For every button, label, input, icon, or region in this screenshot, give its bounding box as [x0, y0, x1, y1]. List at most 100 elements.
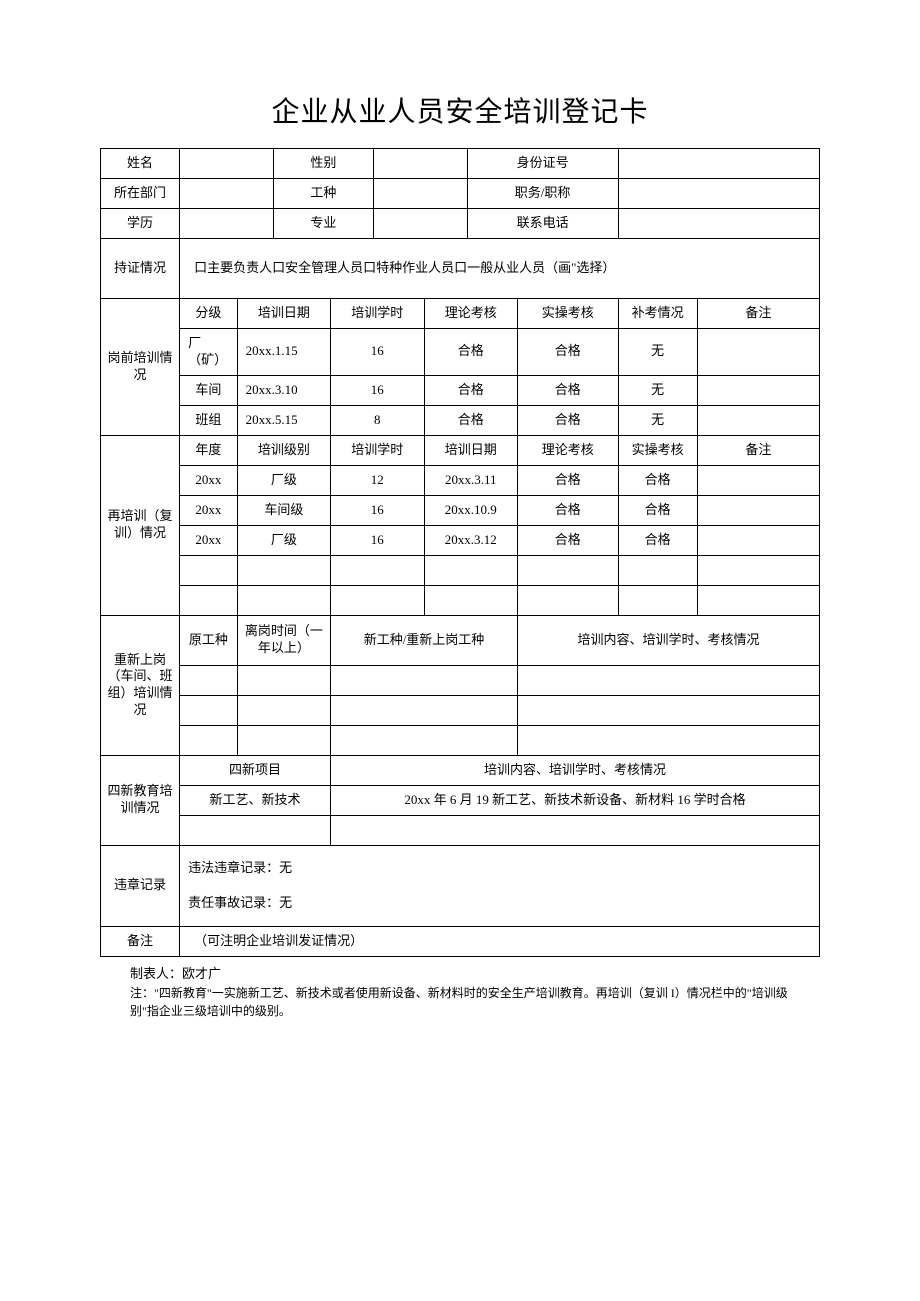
major-label: 专业 — [273, 209, 374, 239]
retrain-2-year: 20xx — [180, 495, 238, 525]
prejob-2-date: 20xx.3.10 — [237, 375, 330, 405]
phone-label: 联系电话 — [467, 209, 618, 239]
prejob-3-retest: 无 — [618, 405, 697, 435]
preparer-line: 制表人：欧才广 — [100, 963, 820, 982]
fournew-1-project: 新工艺、新技术 — [180, 785, 331, 815]
name-label: 姓名 — [101, 149, 180, 179]
prejob-2-practice: 合格 — [517, 375, 618, 405]
position-value — [618, 179, 819, 209]
repost-header: 重新上岗（车间、班组）培训情况 原工种 离岗时间（一年以上） 新工种/重新上岗工… — [101, 615, 820, 665]
basic-row-3: 学历 专业 联系电话 — [101, 209, 820, 239]
retrain-1-practice: 合格 — [618, 465, 697, 495]
prejob-1-level: 厂（矿） — [180, 329, 238, 376]
gender-label: 性别 — [273, 149, 374, 179]
fournew-h-content: 培训内容、培训学时、考核情况 — [331, 755, 820, 785]
retrain-h-remark: 备注 — [697, 435, 819, 465]
remark-label: 备注 — [101, 926, 180, 956]
repost-h-content: 培训内容、培训学时、考核情况 — [517, 615, 819, 665]
retrain-h-hours: 培训学时 — [331, 435, 424, 465]
prejob-h-hours: 培训学时 — [331, 299, 424, 329]
retrain-h-theory: 理论考核 — [517, 435, 618, 465]
prejob-label: 岗前培训情况 — [101, 299, 180, 436]
prejob-h-theory: 理论考核 — [424, 299, 517, 329]
id-value — [618, 149, 819, 179]
prejob-header: 岗前培训情况 分级 培训日期 培训学时 理论考核 实操考核 补考情况 备注 — [101, 299, 820, 329]
retrain-2-practice: 合格 — [618, 495, 697, 525]
retrain-2-hours: 16 — [331, 495, 424, 525]
position-label: 职务/职称 — [467, 179, 618, 209]
remark-text: （可注明企业培训发证情况） — [180, 926, 820, 956]
retrain-row-5 — [101, 585, 820, 615]
prejob-3-remark — [697, 405, 819, 435]
fournew-header: 四新教育培训情况 四新项目 培训内容、培训学时、考核情况 — [101, 755, 820, 785]
education-label: 学历 — [101, 209, 180, 239]
prejob-h-date: 培训日期 — [237, 299, 330, 329]
retrain-row-1: 20xx 厂级 12 20xx.3.11 合格 合格 — [101, 465, 820, 495]
prejob-h-level: 分级 — [180, 299, 238, 329]
retrain-3-date: 20xx.3.12 — [424, 525, 517, 555]
prejob-row-1: 厂（矿） 20xx.1.15 16 合格 合格 无 — [101, 329, 820, 376]
prejob-3-theory: 合格 — [424, 405, 517, 435]
fournew-label: 四新教育培训情况 — [101, 755, 180, 845]
retrain-label: 再培训（复训）情况 — [101, 435, 180, 615]
prejob-h-practice: 实操考核 — [517, 299, 618, 329]
prejob-3-level: 班组 — [180, 405, 238, 435]
dept-label: 所在部门 — [101, 179, 180, 209]
prejob-3-hours: 8 — [331, 405, 424, 435]
retrain-2-remark — [697, 495, 819, 525]
prejob-h-remark: 备注 — [697, 299, 819, 329]
cert-row: 持证情况 口主要负责人口安全管理人员口特种作业人员口一般从业人员（画"选择） — [101, 239, 820, 299]
retrain-1-theory: 合格 — [517, 465, 618, 495]
violation-label: 违章记录 — [101, 845, 180, 926]
remark-row: 备注 （可注明企业培训发证情况） — [101, 926, 820, 956]
fournew-1-content: 20xx 年 6 月 19 新工艺、新技术新设备、新材料 16 学时合格 — [331, 785, 820, 815]
phone-value — [618, 209, 819, 239]
retrain-3-remark — [697, 525, 819, 555]
cert-label: 持证情况 — [101, 239, 180, 299]
prejob-row-2: 车间 20xx.3.10 16 合格 合格 无 — [101, 375, 820, 405]
retrain-1-hours: 12 — [331, 465, 424, 495]
violation-line1: 违法违章记录：无 — [188, 860, 811, 877]
prejob-h-retest: 补考情况 — [618, 299, 697, 329]
retrain-2-level: 车间级 — [237, 495, 330, 525]
prejob-2-level: 车间 — [180, 375, 238, 405]
retrain-3-level: 厂级 — [237, 525, 330, 555]
fournew-row-2 — [101, 815, 820, 845]
prejob-1-date: 20xx.1.15 — [237, 329, 330, 376]
retrain-3-year: 20xx — [180, 525, 238, 555]
repost-h-newtype: 新工种/重新上岗工种 — [331, 615, 518, 665]
violation-row: 违章记录 违法违章记录：无 责任事故记录：无 — [101, 845, 820, 926]
prejob-1-practice: 合格 — [517, 329, 618, 376]
retrain-3-hours: 16 — [331, 525, 424, 555]
name-value — [180, 149, 273, 179]
footer-note: 注："四新教育"一实施新工艺、新技术或者使用新设备、新材料时的安全生产培训教育。… — [100, 984, 820, 1020]
training-card-table: 姓名 性别 身份证号 所在部门 工种 职务/职称 学历 专业 联系电话 持证情况… — [100, 148, 820, 957]
retrain-row-3: 20xx 厂级 16 20xx.3.12 合格 合格 — [101, 525, 820, 555]
document-title: 企业从业人员安全培训登记卡 — [100, 90, 820, 130]
prejob-1-hours: 16 — [331, 329, 424, 376]
retrain-1-level: 厂级 — [237, 465, 330, 495]
fournew-row-1: 新工艺、新技术 20xx 年 6 月 19 新工艺、新技术新设备、新材料 16 … — [101, 785, 820, 815]
retrain-3-practice: 合格 — [618, 525, 697, 555]
retrain-row-2: 20xx 车间级 16 20xx.10.9 合格 合格 — [101, 495, 820, 525]
repost-row-2 — [101, 695, 820, 725]
prejob-1-remark — [697, 329, 819, 376]
basic-row-1: 姓名 性别 身份证号 — [101, 149, 820, 179]
prejob-2-theory: 合格 — [424, 375, 517, 405]
repost-h-leave: 离岗时间（一年以上） — [237, 615, 330, 665]
retrain-3-theory: 合格 — [517, 525, 618, 555]
retrain-2-theory: 合格 — [517, 495, 618, 525]
violation-line2: 责任事故记录：无 — [188, 895, 811, 912]
fournew-h-project: 四新项目 — [180, 755, 331, 785]
repost-label: 重新上岗（车间、班组）培训情况 — [101, 615, 180, 755]
prejob-2-remark — [697, 375, 819, 405]
retrain-h-level: 培训级别 — [237, 435, 330, 465]
cert-text: 口主要负责人口安全管理人员口特种作业人员口一般从业人员（画"选择） — [180, 239, 820, 299]
retrain-1-year: 20xx — [180, 465, 238, 495]
id-label: 身份证号 — [467, 149, 618, 179]
worktype-label: 工种 — [273, 179, 374, 209]
repost-row-3 — [101, 725, 820, 755]
retrain-h-practice: 实操考核 — [618, 435, 697, 465]
education-value — [180, 209, 273, 239]
prejob-2-retest: 无 — [618, 375, 697, 405]
